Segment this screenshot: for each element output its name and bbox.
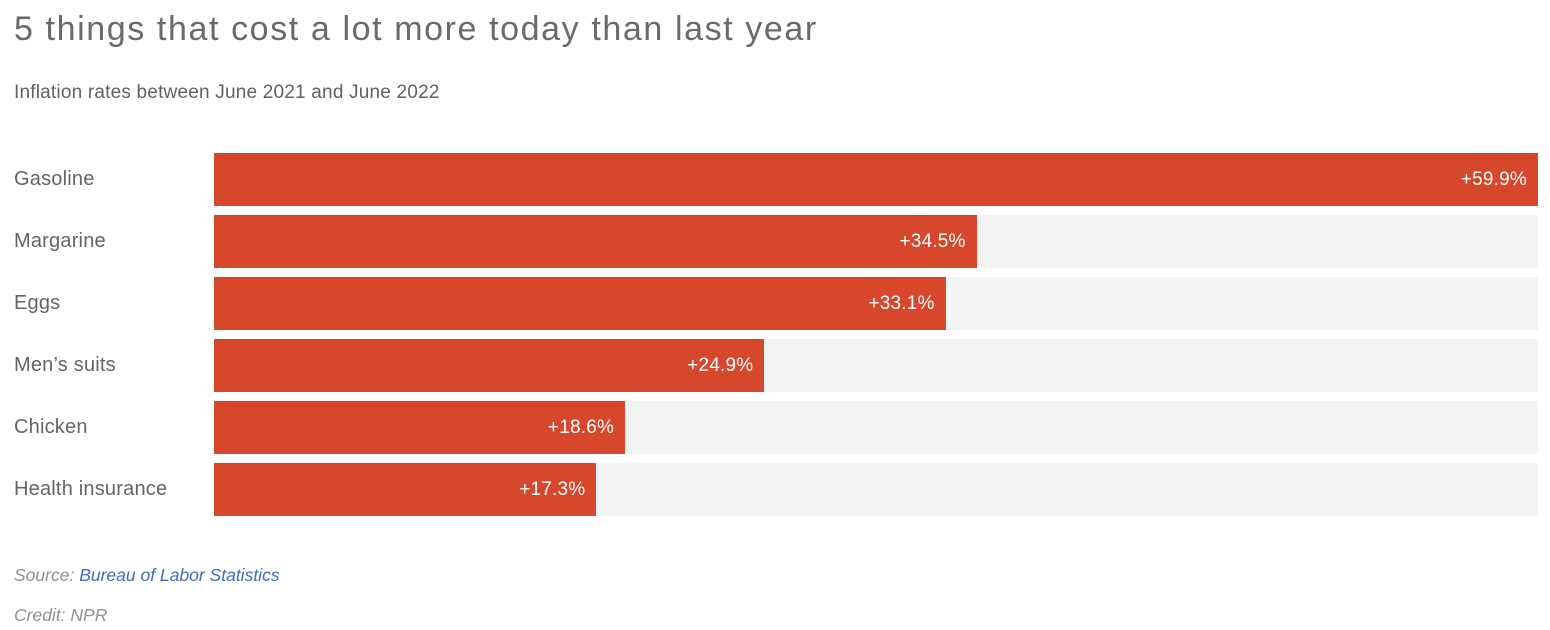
chart-row: Margarine +34.5% (14, 215, 1538, 269)
bar-track: +33.1% (214, 277, 1538, 331)
source-label: Source: (14, 565, 75, 586)
credit-value: NPR (70, 605, 108, 626)
bar: +33.1% (214, 277, 946, 331)
bar-track: +17.3% (214, 463, 1538, 517)
bar-track: +24.9% (214, 339, 1538, 393)
bar: +18.6% (214, 401, 626, 455)
chart-title: 5 things that cost a lot more today than… (14, 10, 818, 48)
source-line: Source: Bureau of Labor Statistics (14, 565, 1538, 586)
bar-chart: Gasoline +59.9% Margarine +34.5% Eggs +3… (14, 153, 1538, 517)
chart-subtitle: Inflation rates between June 2021 and Ju… (14, 82, 440, 104)
chart-row: Chicken +18.6% (14, 401, 1538, 455)
chart-row: Health insurance +17.3% (14, 463, 1538, 517)
value-label: +18.6% (547, 416, 615, 438)
value-label: +34.5% (899, 230, 966, 252)
credit-label: Credit: (14, 605, 66, 626)
chart-row: Men’s suits +24.9% (14, 339, 1538, 393)
source-link[interactable]: Bureau of Labor Statistics (79, 565, 280, 586)
category-label: Gasoline (14, 168, 95, 191)
value-label: +24.9% (687, 354, 754, 376)
bar-track: +18.6% (214, 401, 1538, 455)
category-label: Men’s suits (14, 354, 116, 377)
value-label: +33.1% (868, 292, 935, 314)
value-label: +17.3% (519, 478, 586, 500)
category-label: Chicken (14, 416, 88, 439)
category-label: Eggs (14, 292, 61, 315)
bar-track: +34.5% (214, 215, 1538, 269)
bar: +59.9% (214, 153, 1538, 207)
chart-row: Eggs +33.1% (14, 277, 1538, 331)
category-label: Margarine (14, 230, 106, 253)
value-label: +59.9% (1460, 168, 1527, 190)
bar: +24.9% (214, 339, 765, 393)
bar: +17.3% (214, 463, 597, 517)
category-label: Health insurance (14, 478, 168, 501)
bar: +34.5% (214, 215, 977, 269)
credit-line: Credit: NPR (14, 605, 1538, 626)
chart-row: Gasoline +59.9% (14, 153, 1538, 207)
chart-footer: Source: Bureau of Labor Statistics Credi… (14, 565, 1538, 626)
bar-track: +59.9% (214, 153, 1538, 207)
